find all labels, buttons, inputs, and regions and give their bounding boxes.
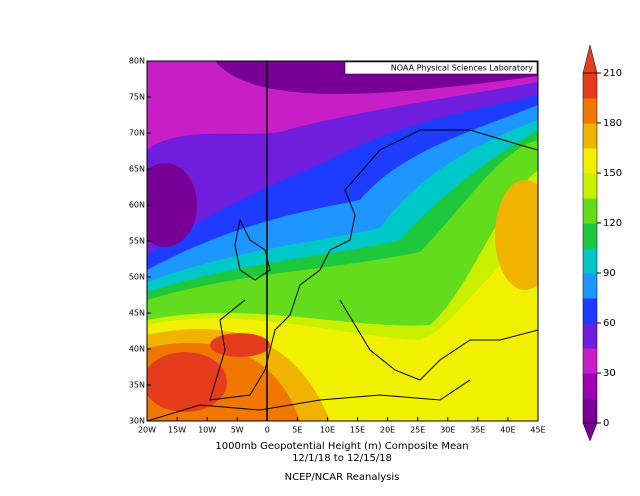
colorbar-label: 0 xyxy=(603,418,609,429)
y-tick-label: 65N xyxy=(129,165,145,174)
y-tick-label: 50N xyxy=(129,273,145,282)
badge-box xyxy=(344,61,538,75)
caption-title: 1000mb Geopotential Height (m) Composite… xyxy=(215,441,468,452)
x-tick-label: 20W xyxy=(138,426,156,435)
colorbar-band xyxy=(583,248,597,274)
colorbar-band xyxy=(583,123,597,149)
colorbar-arrow-top xyxy=(582,44,598,74)
colorbar-label: 30 xyxy=(603,368,616,379)
colorbar-label: 90 xyxy=(603,268,616,279)
x-tick-label: 5W xyxy=(231,426,244,435)
x-tick-label: 45E xyxy=(530,426,545,435)
x-tick-label: 35E xyxy=(470,426,485,435)
colorbar-band xyxy=(583,198,597,224)
x-tick-label: 0 xyxy=(265,426,270,435)
x-tick-label: 10W xyxy=(198,426,216,435)
y-tick-label: 80N xyxy=(129,57,145,66)
colorbar-label: 210 xyxy=(603,68,622,79)
colorbar-band xyxy=(583,98,597,124)
x-tick-label: 40E xyxy=(500,426,515,435)
x-tick-label: 20E xyxy=(380,426,395,435)
y-tick-label: 30N xyxy=(129,417,145,426)
x-tick-label: 15E xyxy=(350,426,365,435)
contour-field xyxy=(147,61,538,421)
colorbar-band xyxy=(583,273,597,299)
colorbar-band xyxy=(583,348,597,374)
y-tick-label: 55N xyxy=(129,237,145,246)
y-tick-label: 35N xyxy=(129,381,145,390)
y-tick-label: 75N xyxy=(129,93,145,102)
colorbar-band xyxy=(583,73,597,99)
colorbar-label: 60 xyxy=(603,318,616,329)
colorbar-band xyxy=(583,298,597,324)
caption-dates: 12/1/18 to 12/15/18 xyxy=(292,453,392,464)
colorbar-band xyxy=(583,373,597,399)
x-tick-label: 25E xyxy=(410,426,425,435)
x-tick-label: 15W xyxy=(168,426,186,435)
badge: NOAA Physical Sciences Laboratory xyxy=(391,64,534,73)
colorbar-label: 120 xyxy=(603,218,622,229)
colorbar-arrow-bottom xyxy=(582,422,598,442)
y-tick-label: 70N xyxy=(129,129,145,138)
colorbar-band xyxy=(583,173,597,199)
colorbar-band xyxy=(583,148,597,174)
y-tick-label: 40N xyxy=(129,345,145,354)
y-tick-label: 60N xyxy=(129,201,145,210)
colorbar-label: 180 xyxy=(603,118,622,129)
colorbar-label: 150 xyxy=(603,168,622,179)
colorbar-band xyxy=(583,223,597,249)
colorbar-frame xyxy=(582,72,598,424)
y-tick-label: 45N xyxy=(129,309,145,318)
x-tick-label: 30E xyxy=(440,426,455,435)
x-tick-label: 10E xyxy=(320,426,335,435)
x-tick-label: 5E xyxy=(292,426,302,435)
colorbar-band xyxy=(583,323,597,349)
caption-source: NCEP/NCAR Reanalysis xyxy=(285,472,400,483)
colorbar-band xyxy=(583,398,597,424)
